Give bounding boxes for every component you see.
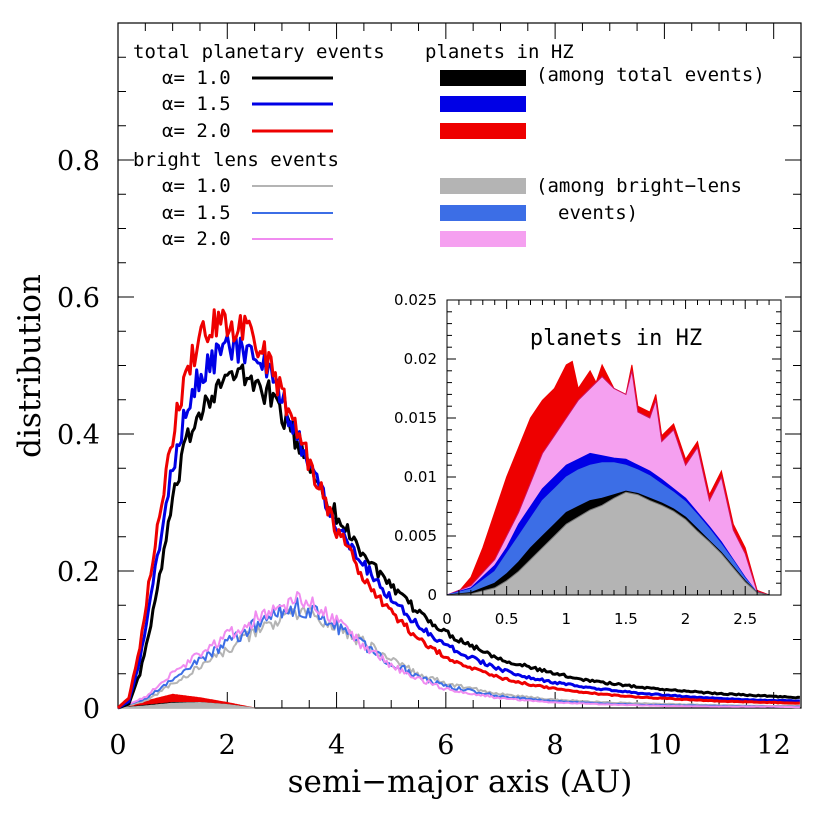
- x-tick-label: 12: [757, 730, 791, 761]
- legend-rows: α= 1.0 α= 1.5 α= 2.0 α= 1.0 α= 1.5 α= 2.0: [162, 67, 526, 250]
- main-series-line: [117, 591, 800, 709]
- y-tick-label: 0.4: [57, 420, 100, 451]
- y-tick-label: 0: [83, 694, 100, 725]
- x-tick-label: 4: [328, 730, 345, 761]
- inset-axis-ticks: [446, 299, 782, 596]
- legend-hz-bright-note-2: events): [558, 202, 638, 224]
- inset-plot: 0 0.5 1 1.5 2 2.5 0 0.005 0.01 0.015 0.02 0.025 pla…: [394, 291, 782, 628]
- inset-x-tick-label: 2: [681, 610, 691, 628]
- legend-alpha-label-bright: α= 1.5: [162, 202, 231, 224]
- main-series-line: [117, 333, 800, 710]
- inset-x-tick-label: 0: [442, 610, 452, 628]
- x-tick-label: 0: [109, 730, 126, 761]
- legend-hz-swatch-bright: [440, 178, 526, 194]
- inset-area: [446, 491, 770, 596]
- y-tick-label: 0.6: [57, 283, 100, 314]
- main-hz-band: [117, 702, 255, 709]
- inset-x-tick-label: 0.5: [495, 610, 519, 628]
- inset-x-tick-label: 1: [562, 610, 572, 628]
- inset-y-tick-label: 0.005: [394, 527, 437, 545]
- legend-alpha-label-bright: α= 1.0: [162, 175, 231, 197]
- legend-title-total: total planetary events: [133, 41, 385, 63]
- y-tick-label: 0.2: [57, 557, 100, 588]
- y-tick-label: 0.8: [57, 146, 100, 177]
- legend-hz-swatch-total: [440, 96, 526, 112]
- legend-hz-swatch-total: [440, 123, 526, 139]
- inset-x-tick-label: 2.5: [733, 610, 757, 628]
- legend-alpha-label-bright: α= 2.0: [162, 228, 231, 250]
- main-series-line: [116, 308, 800, 710]
- inset-series-group: [446, 360, 770, 596]
- legend-alpha-label-total: α= 1.5: [162, 93, 231, 115]
- inset-x-tick-label: 1.5: [614, 610, 638, 628]
- inset-title: planets in HZ: [530, 326, 702, 351]
- x-axis-label: semi−major axis (AU): [288, 764, 633, 800]
- legend-title-hz: planets in HZ: [425, 41, 574, 63]
- legend-hz-swatch-bright: [440, 231, 526, 247]
- inset-y-tick-label: 0.025: [394, 291, 437, 309]
- main-series-line: [117, 363, 800, 710]
- x-tick-label: 2: [219, 730, 236, 761]
- x-tick-label: 8: [547, 730, 564, 761]
- main-series-group: [116, 308, 800, 710]
- x-tick-label: 10: [647, 730, 681, 761]
- x-tick-label: 6: [437, 730, 454, 761]
- legend-hz-bright-note-1: (among bright−lens: [536, 175, 742, 197]
- legend-hz-swatch-bright: [440, 205, 526, 221]
- legend: total planetary events planets in HZ (am…: [133, 41, 765, 250]
- legend-hz-total-note: (among total events): [536, 64, 765, 86]
- y-axis-label: distribution: [12, 274, 48, 458]
- inset-tick-labels: 0 0.5 1 1.5 2 2.5 0 0.005 0.01 0.015 0.02 0.025: [394, 291, 757, 628]
- inset-y-tick-label: 0: [427, 586, 437, 604]
- legend-alpha-label-total: α= 2.0: [162, 120, 231, 142]
- inset-y-tick-label: 0.01: [404, 468, 437, 486]
- legend-title-bright: bright lens events: [133, 149, 339, 171]
- inset-y-tick-label: 0.02: [404, 350, 437, 368]
- legend-alpha-label-total: α= 1.0: [162, 67, 231, 89]
- legend-hz-swatch-total: [440, 70, 526, 86]
- inset-y-tick-label: 0.015: [394, 409, 437, 427]
